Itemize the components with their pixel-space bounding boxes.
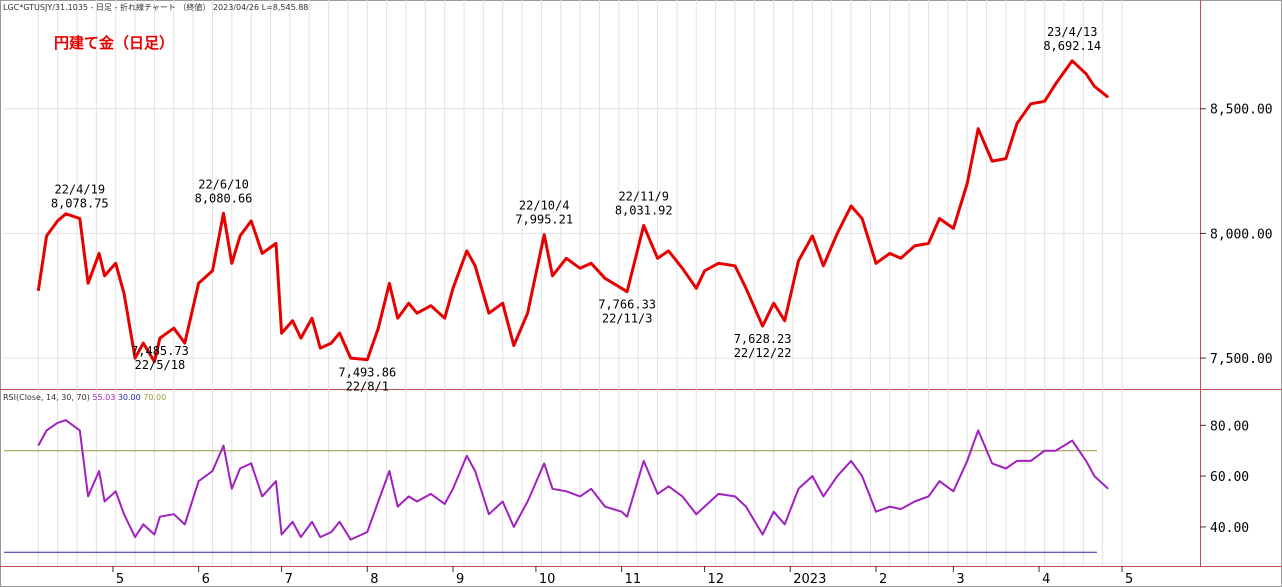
x-tick-label: 2023	[793, 572, 826, 587]
rsi-lower-value: 30.00	[117, 393, 141, 402]
x-tick-label: 6	[202, 572, 210, 587]
rsi-header: RSI(Close, 14, 30, 70) 55.03 30.00 70.00	[3, 393, 166, 402]
x-tick-label: 9	[456, 572, 464, 587]
annotation-value: 7,493.86	[338, 366, 396, 380]
price-line	[36, 59, 1110, 364]
annotation-value: 7,766.33	[598, 298, 656, 312]
annotation-date: 22/6/10	[198, 177, 249, 191]
rsi-y-tick-label: 60.00	[1210, 470, 1249, 485]
annotation-date: 22/11/3	[602, 312, 653, 326]
annotation-value: 8,031.92	[615, 203, 673, 217]
annotation-value: 8,080.66	[195, 191, 253, 205]
x-tick-label: 10	[539, 572, 556, 587]
x-tick-label: 5	[116, 572, 124, 587]
annotation-date: 23/4/13	[1047, 25, 1098, 39]
rsi-label: RSI(Close, 14, 30, 70)	[3, 393, 90, 402]
annotation-date: 22/10/4	[519, 199, 570, 213]
rsi-y-tick-label: 80.00	[1210, 419, 1249, 434]
x-tick-label: 7	[285, 572, 293, 587]
annotation-value: 7,995.21	[515, 213, 573, 227]
rsi-line	[37, 419, 1109, 541]
annotation-value: 8,692.14	[1043, 39, 1101, 53]
annotation-date: 22/8/1	[346, 380, 389, 394]
annotation-value: 7,485.73	[131, 344, 189, 358]
x-tick-label: 3	[956, 572, 964, 587]
x-tick-label: 2	[879, 572, 887, 587]
y-tick-label: 8,500.00	[1210, 103, 1273, 118]
annotation-date: 22/4/19	[54, 182, 105, 196]
annotation-date: 22/5/18	[135, 358, 186, 372]
rsi-upper-value: 70.00	[143, 393, 167, 402]
chart-header-info: LGC*GTUSJY/31.1035 - 日足 - 折れ線チャート （終値） 2…	[3, 3, 309, 12]
x-tick-label: 8	[370, 572, 378, 587]
x-tick-label: 4	[1042, 572, 1050, 587]
annotation-date: 22/12/22	[734, 346, 792, 360]
x-tick-label: 11	[625, 572, 642, 587]
x-tick-label: 12	[708, 572, 725, 587]
rsi-current-value: 55.03	[92, 393, 116, 402]
chart-title: 円建て金（日足）	[54, 34, 175, 52]
y-tick-label: 7,500.00	[1210, 352, 1273, 367]
x-tick-label: 5	[1125, 572, 1133, 587]
y-tick-label: 8,000.00	[1210, 227, 1273, 242]
rsi-y-tick-label: 40.00	[1210, 521, 1249, 536]
annotation-value: 8,078.75	[51, 196, 109, 210]
annotation-value: 7,628.23	[734, 332, 792, 346]
annotation-date: 22/11/9	[618, 189, 669, 203]
